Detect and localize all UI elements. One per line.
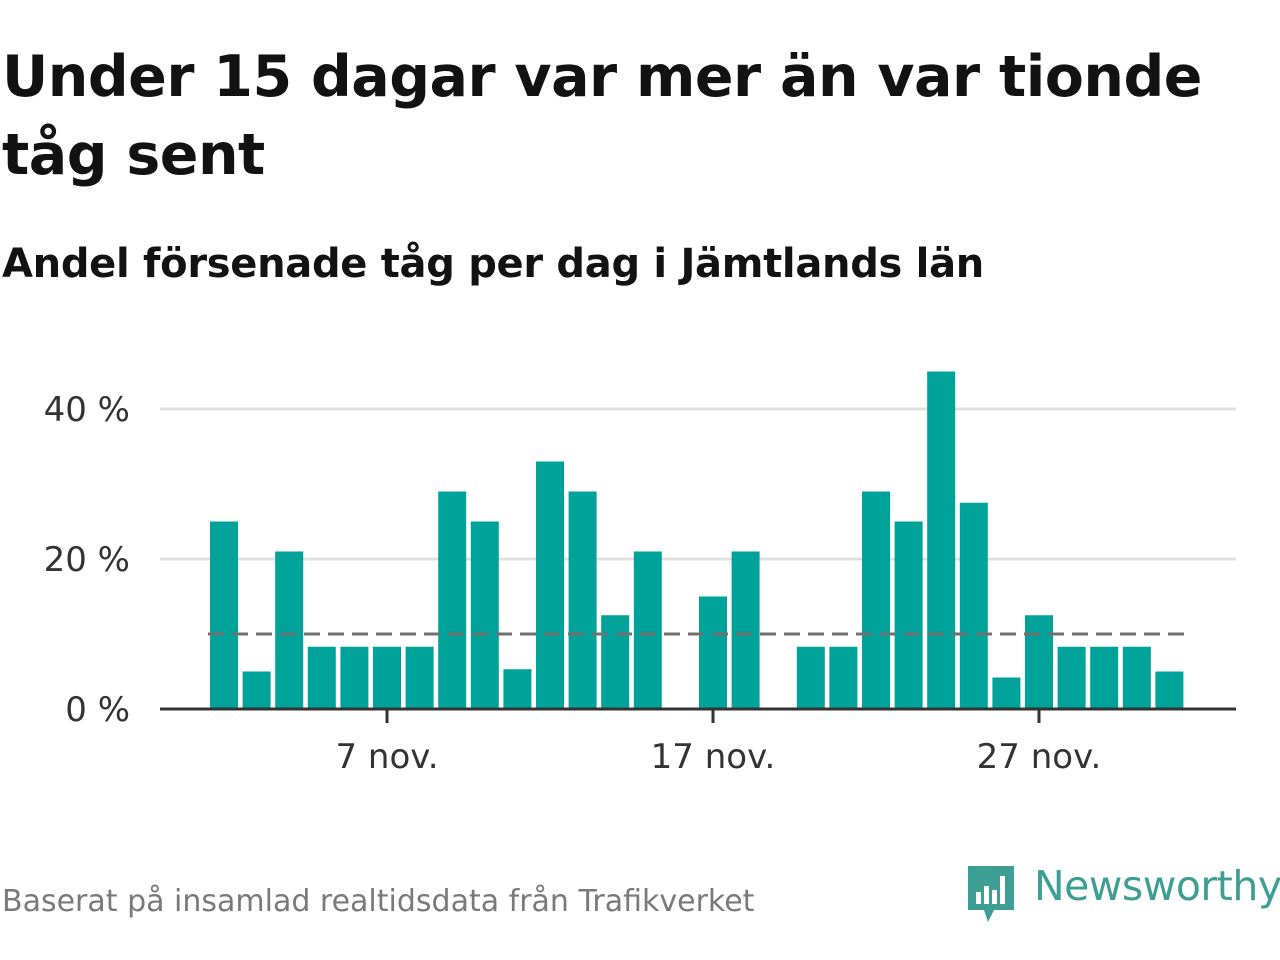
bar [242, 671, 271, 709]
bar [862, 491, 890, 709]
chart-subtitle: Andel försenade tåg per dag i Jämtlands … [2, 241, 984, 287]
bar [438, 491, 467, 709]
bar [633, 551, 662, 709]
bar [405, 646, 434, 709]
bar [536, 461, 564, 709]
bar [731, 551, 760, 709]
bar [568, 491, 597, 709]
bar [601, 615, 630, 709]
bar [340, 646, 369, 709]
bar [275, 551, 304, 709]
bar [992, 677, 1021, 709]
bar [699, 596, 727, 709]
bar [373, 646, 401, 709]
brand-name: Newsworthy [1034, 862, 1280, 910]
axes: 0 % 20 % 40 % 7 nov. 17 nov. 27 nov. [44, 390, 1236, 777]
y-tick-label: 40 % [44, 390, 130, 430]
bar-chart: 0 % 20 % 40 % 7 nov. 17 nov. 27 nov. [44, 371, 1236, 777]
source-note: Baserat på insamlad realtidsdata från Tr… [2, 884, 755, 919]
bar [796, 646, 825, 709]
bar [894, 521, 923, 709]
bar [503, 669, 532, 709]
bar [1122, 646, 1151, 709]
x-tick-label: 17 nov. [651, 737, 776, 777]
bar [1090, 646, 1119, 709]
bar [927, 371, 956, 709]
x-tick-label: 27 nov. [977, 737, 1102, 777]
bar [959, 502, 988, 709]
bar [210, 521, 238, 709]
gridlines [160, 407, 1236, 561]
bar [307, 646, 336, 709]
bar [470, 521, 499, 709]
bar [1155, 671, 1184, 709]
newsworthy-logo-icon [968, 866, 1014, 922]
bar [829, 646, 858, 709]
x-tick-label: 7 nov. [335, 737, 438, 777]
chart-title: Under 15 dagar var mer än var tionde tåg… [2, 44, 1202, 188]
y-tick-label: 20 % [44, 540, 130, 580]
y-tick-label: 0 % [65, 690, 130, 730]
bars [210, 371, 1184, 709]
bar [1057, 646, 1086, 709]
bar [1025, 615, 1053, 709]
